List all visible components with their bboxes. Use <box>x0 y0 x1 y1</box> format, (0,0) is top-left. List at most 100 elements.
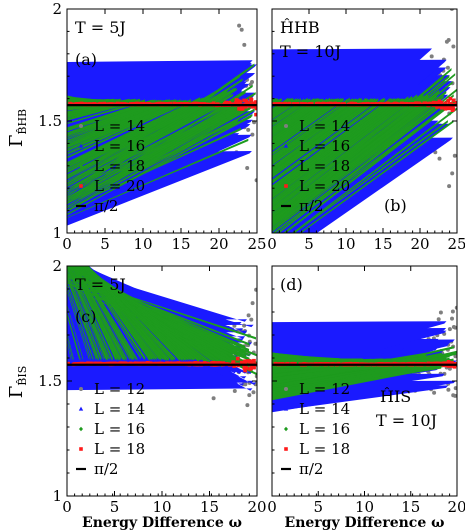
data-point <box>292 120 448 233</box>
data-point <box>439 105 444 110</box>
data-point <box>242 42 247 47</box>
data-point <box>254 106 257 111</box>
data-point <box>67 96 78 102</box>
data-point <box>422 101 426 106</box>
data-point <box>287 102 291 106</box>
data-point <box>272 359 451 396</box>
data-point <box>361 102 366 106</box>
legend-label: L = 12 <box>299 380 350 398</box>
data-point <box>447 184 452 189</box>
data-point <box>242 323 247 328</box>
data-region <box>67 266 257 408</box>
data-point <box>69 102 73 106</box>
data-point <box>67 138 249 218</box>
data-point <box>273 102 278 106</box>
data-point <box>69 266 228 358</box>
data-region <box>272 305 457 413</box>
legend-label: L = 16 <box>299 420 350 438</box>
data-point <box>272 98 336 145</box>
data-point <box>453 354 457 359</box>
data-point <box>272 97 276 103</box>
data-point <box>272 96 409 202</box>
legend: L = 14 L = 16 L = 18 L = 20 π/2 <box>76 117 145 215</box>
data-point <box>67 97 73 103</box>
data-point <box>67 100 163 137</box>
legend-label: L = 14 <box>94 400 145 418</box>
data-region <box>67 23 257 226</box>
data-region <box>272 9 457 233</box>
x-tick-label: 10 <box>133 235 152 253</box>
legend-label: π/2 <box>94 197 118 215</box>
data-point <box>454 305 457 310</box>
data-point <box>67 304 84 361</box>
data-point <box>67 63 255 204</box>
data-point <box>67 100 76 103</box>
x-tick-label: 10 <box>355 498 374 516</box>
data-point <box>249 359 253 363</box>
data-point <box>67 282 254 374</box>
data-point <box>442 361 446 366</box>
x-tick-label: 15 <box>171 235 190 253</box>
x-tick-label: 5 <box>304 235 314 253</box>
data-point <box>450 316 454 321</box>
data-point <box>445 65 450 70</box>
data-point <box>135 361 139 366</box>
data-point <box>67 290 90 360</box>
data-point <box>67 341 72 361</box>
legend-label: π/2 <box>94 460 118 478</box>
y-axis-label-bottom: ΓB̂IS <box>6 366 29 398</box>
data-point <box>275 102 280 106</box>
legend-marker <box>283 143 289 148</box>
data-point <box>433 361 437 366</box>
x-tick-label: 15 <box>373 235 392 253</box>
annotation-temperature: T = 5J <box>75 275 126 294</box>
data-point <box>250 132 255 137</box>
data-point <box>67 269 102 361</box>
y-axis-label-top: ΓB̂HB <box>6 109 29 147</box>
y-label-top-symbol: Γ <box>6 135 27 148</box>
data-point <box>454 101 457 105</box>
data-point <box>67 99 192 159</box>
data-point <box>78 266 135 361</box>
data-point <box>67 104 240 201</box>
data-point <box>67 100 190 158</box>
data-point <box>239 107 243 111</box>
data-point <box>67 99 152 129</box>
data-point <box>67 99 153 130</box>
data-point <box>67 99 156 132</box>
legend-marker <box>79 163 83 169</box>
data-point <box>243 382 248 387</box>
data-point <box>67 100 183 152</box>
data-point <box>86 266 167 361</box>
data-point <box>272 98 343 151</box>
data-point <box>234 98 239 102</box>
data-point <box>72 266 119 361</box>
data-point <box>243 368 247 373</box>
data-point <box>251 390 256 395</box>
x-tick-label: 15 <box>200 498 219 516</box>
data-point <box>378 102 383 106</box>
data-point <box>218 361 222 365</box>
panel-label: (a) <box>75 50 97 69</box>
panel-label: (c) <box>75 307 96 326</box>
data-point <box>437 156 442 161</box>
data-point <box>248 367 252 371</box>
data-point <box>272 102 421 216</box>
legend: L = 14 L = 16 L = 18 L = 20 π/2 <box>281 117 350 215</box>
data-point <box>67 98 70 102</box>
series-l16 <box>67 266 257 376</box>
data-point <box>432 390 437 395</box>
data-point <box>67 89 228 187</box>
data-point <box>246 313 251 318</box>
data-point <box>272 98 333 143</box>
y-label-bottom-sub: B̂IS <box>16 366 29 386</box>
legend-label: L = 12 <box>94 380 145 398</box>
data-point <box>272 95 413 205</box>
data-point <box>82 266 145 361</box>
data-point <box>448 102 452 106</box>
data-point <box>272 99 393 191</box>
data-point <box>109 102 114 106</box>
x-tick-label: 20 <box>209 235 228 253</box>
data-point <box>79 101 84 106</box>
